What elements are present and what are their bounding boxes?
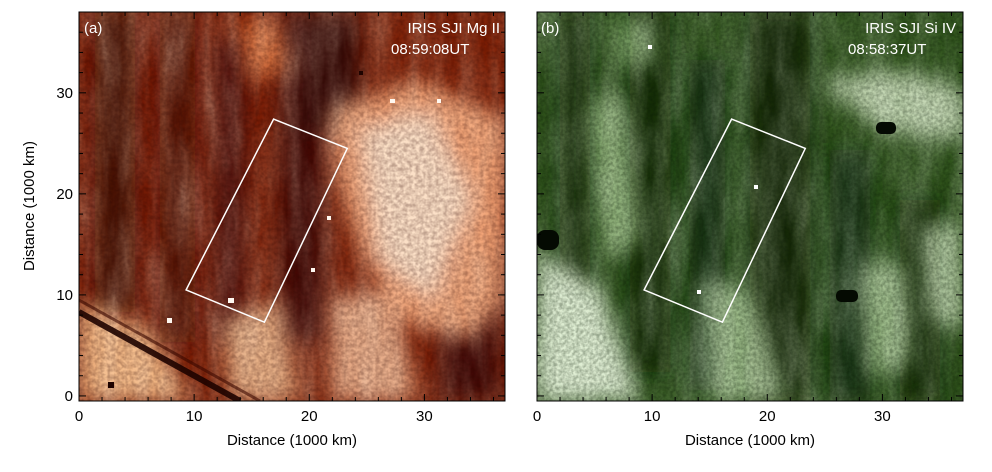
x-tick-label: 10 xyxy=(644,408,661,425)
panel-a-axes: 0 10 20 30 0 10 20 30 xyxy=(56,11,505,425)
panel-b-axes: 0 10 20 30 xyxy=(533,11,963,425)
x-tick-label: 0 xyxy=(75,408,83,425)
panel-b-frame xyxy=(536,11,964,402)
panel-a-mg-ii: (a) IRIS SJI Mg II 08:59:08UT 0 10 20 30 0 10… xyxy=(21,11,506,449)
x-tick-label: 30 xyxy=(874,408,891,425)
mg-ii-image xyxy=(79,12,505,401)
panel-a-letter: (a) xyxy=(84,20,102,37)
x-tick-label: 20 xyxy=(301,408,318,425)
panel-b-si-iv: (b) IRIS SJI Si IV 08:58:37UT 0 10 20 30 Di… xyxy=(533,11,964,449)
region-box-b xyxy=(643,118,807,324)
panel-a-xlabel: Distance (1000 km) xyxy=(227,432,357,449)
x-tick-label: 10 xyxy=(186,408,203,425)
panel-b-xlabel: Distance (1000 km) xyxy=(685,432,815,449)
y-tick-label: 10 xyxy=(56,287,73,304)
y-tick-label: 30 xyxy=(56,85,73,102)
x-tick-label: 0 xyxy=(533,408,541,425)
x-tick-label: 30 xyxy=(416,408,433,425)
panel-a-time: 08:59:08UT xyxy=(391,41,469,58)
panel-b-instrument: IRIS SJI Si IV xyxy=(865,20,956,37)
panel-b-letter: (b) xyxy=(541,20,559,37)
si-iv-image xyxy=(537,12,963,401)
panel-a-instrument: IRIS SJI Mg II xyxy=(407,20,500,37)
panel-a-ylabel: Distance (1000 km) xyxy=(21,141,38,271)
panel-a-frame xyxy=(78,11,506,402)
y-tick-label: 0 xyxy=(65,388,73,405)
y-tick-label: 20 xyxy=(56,186,73,203)
panel-b-time: 08:58:37UT xyxy=(848,41,926,58)
x-tick-label: 20 xyxy=(759,408,776,425)
region-box-a xyxy=(185,118,349,324)
